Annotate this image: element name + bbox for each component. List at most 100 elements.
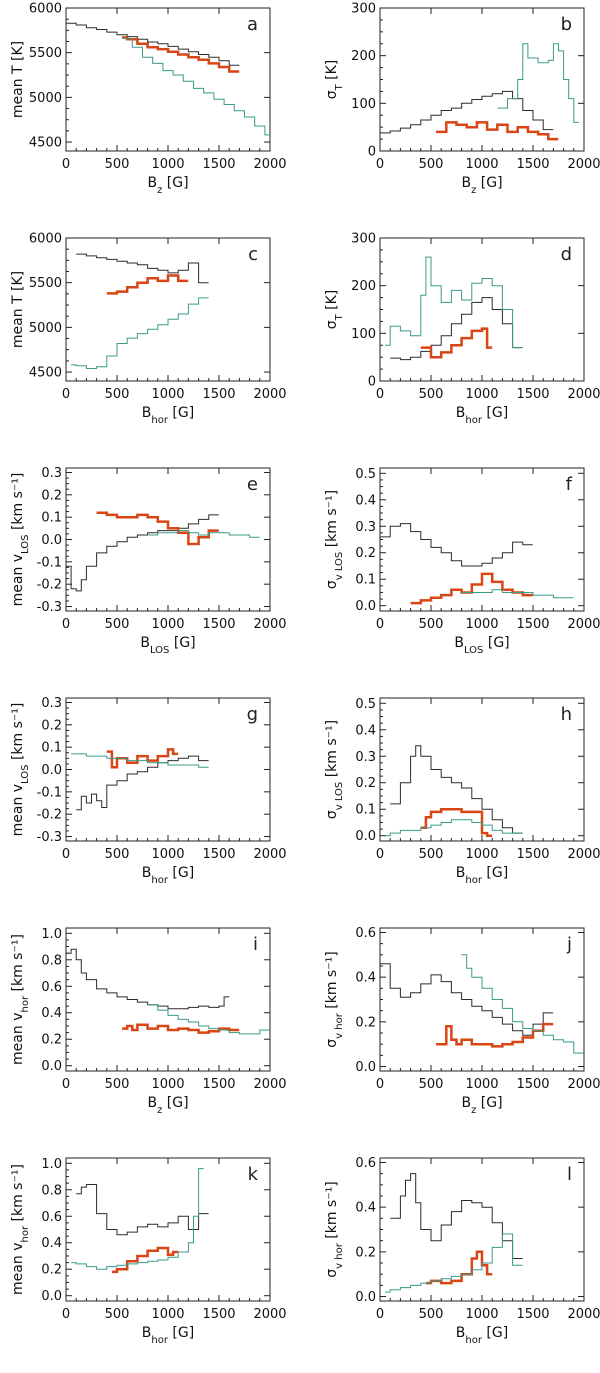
y-tick-label: 0.4 bbox=[41, 1236, 62, 1251]
y-tick-label: 4500 bbox=[29, 136, 62, 151]
y-tick-label: 0.2 bbox=[355, 1245, 376, 1260]
y-tick-label: 0.6 bbox=[355, 1156, 376, 1171]
series-black-line bbox=[66, 22, 240, 66]
y-tick-label: 0.2 bbox=[41, 718, 62, 733]
series-red-line bbox=[122, 1023, 240, 1034]
x-tick-label: 1500 bbox=[516, 387, 549, 402]
x-tick-label: 2000 bbox=[253, 387, 286, 402]
y-axis-label: σv hor [km s⁻¹] bbox=[324, 951, 345, 1047]
y-axis-label: σv LOS [km s⁻¹] bbox=[324, 720, 345, 819]
plot-frame bbox=[379, 7, 585, 152]
x-tick-label: 0 bbox=[376, 1077, 384, 1092]
y-tick-label: 0.2 bbox=[355, 546, 376, 561]
panel-e: 0 500 1000 1500 2000 -0.3 -0.2 -0.1 0.0 0.1 0.2 0.3… bbox=[10, 466, 287, 656]
y-tick-label: 0 bbox=[368, 145, 376, 160]
panel-g: 0 500 1000 1500 2000 -0.3 -0.2 -0.1 0.0 0.1 0.2 0.3… bbox=[10, 696, 287, 886]
x-tick-label: 1000 bbox=[465, 617, 498, 632]
y-axis-label: σv LOS [km s⁻¹] bbox=[324, 490, 345, 589]
y-tick-label: 0.0 bbox=[41, 533, 62, 548]
y-tick-label: 0.6 bbox=[355, 926, 376, 941]
y-tick-label: 0.0 bbox=[355, 829, 376, 844]
panel-letter: i bbox=[253, 934, 258, 955]
panel-letter: c bbox=[248, 244, 258, 265]
x-axis-label: Bz [G] bbox=[147, 175, 188, 196]
x-tick-label: 1500 bbox=[516, 157, 549, 172]
x-tick-label: 1500 bbox=[202, 617, 235, 632]
y-axis-label: σv hor [km s⁻¹] bbox=[324, 1181, 345, 1277]
x-tick-label: 500 bbox=[105, 1077, 130, 1092]
y-tick-label: 0.0 bbox=[41, 1059, 62, 1074]
series-red-line bbox=[106, 748, 179, 769]
y-tick-label: 0.8 bbox=[41, 1183, 62, 1198]
series-red-line bbox=[420, 327, 493, 359]
x-tick-label: 500 bbox=[419, 157, 444, 172]
y-tick-label: 0.0 bbox=[41, 1289, 62, 1304]
y-tick-label: 1.0 bbox=[41, 927, 62, 942]
panel-k: 0 500 1000 1500 2000 0.0 0.2 0.4 0.6 0.8 1.0 k Bhor … bbox=[10, 1157, 287, 1346]
x-tick-label: 500 bbox=[105, 1307, 130, 1322]
plot-frame bbox=[65, 1157, 271, 1302]
x-axis-label: Bhor [G] bbox=[142, 405, 194, 426]
x-tick-label: 2000 bbox=[567, 157, 600, 172]
series-teal-line bbox=[71, 297, 209, 369]
y-tick-label: 0.5 bbox=[355, 697, 376, 712]
y-tick-label: 6000 bbox=[29, 2, 62, 17]
x-axis-label: Bz [G] bbox=[461, 1095, 502, 1116]
y-tick-label: 5000 bbox=[29, 91, 62, 106]
x-tick-label: 500 bbox=[105, 847, 130, 862]
panel-letter: g bbox=[247, 704, 258, 725]
y-axis-label: mean T [K] bbox=[10, 271, 26, 348]
x-tick-label: 0 bbox=[376, 847, 384, 862]
x-tick-label: 0 bbox=[62, 1307, 70, 1322]
x-tick-label: 1000 bbox=[151, 1077, 184, 1092]
x-tick-label: 1000 bbox=[465, 387, 498, 402]
y-tick-label: 0.4 bbox=[41, 1006, 62, 1021]
x-tick-label: 0 bbox=[376, 617, 384, 632]
x-tick-label: 500 bbox=[105, 387, 130, 402]
plot-frame bbox=[65, 927, 271, 1072]
x-tick-label: 0 bbox=[376, 387, 384, 402]
series-black-line bbox=[76, 755, 209, 811]
series-red-line bbox=[410, 572, 533, 605]
panel-a: 0 500 1000 1500 2000 4500 5000 5500 6000 a Bz [G] m… bbox=[10, 2, 287, 196]
x-tick-label: 1000 bbox=[465, 847, 498, 862]
x-tick-label: 2000 bbox=[253, 157, 286, 172]
x-tick-label: 2000 bbox=[567, 847, 600, 862]
y-axis-label: mean vhor [km s⁻¹] bbox=[10, 934, 31, 1065]
x-tick-label: 500 bbox=[419, 847, 444, 862]
y-tick-label: 300 bbox=[351, 2, 376, 17]
x-axis-label: Bz [G] bbox=[147, 1095, 188, 1116]
series-black-line bbox=[390, 297, 523, 361]
y-tick-label: 5000 bbox=[29, 321, 62, 336]
panel-j: 0 500 1000 1500 2000 0.0 0.2 0.4 0.6 j Bz [G] σv ho… bbox=[324, 926, 600, 1116]
series-black-line bbox=[380, 963, 554, 1036]
y-tick-label: 0.2 bbox=[41, 488, 62, 503]
y-axis-label: mean vLOS [km s⁻¹] bbox=[10, 473, 31, 607]
x-tick-label: 2000 bbox=[567, 387, 600, 402]
x-tick-label: 2000 bbox=[567, 617, 600, 632]
x-tick-label: 1000 bbox=[465, 1307, 498, 1322]
x-tick-label: 500 bbox=[419, 1077, 444, 1092]
panel-letter: b bbox=[561, 14, 572, 35]
panel-c: 0 500 1000 1500 2000 4500 5000 5500 6000 c Bhor [G… bbox=[10, 232, 287, 426]
x-axis-label: BLOS [G] bbox=[454, 635, 509, 656]
x-tick-label: 1000 bbox=[151, 1307, 184, 1322]
series-teal-line bbox=[147, 530, 260, 538]
series-black-line bbox=[390, 745, 523, 834]
x-tick-label: 1500 bbox=[202, 387, 235, 402]
x-tick-label: 1500 bbox=[202, 1307, 235, 1322]
x-axis-label: BLOS [G] bbox=[140, 635, 195, 656]
panel-i: 0 500 1000 1500 2000 0.0 0.2 0.4 0.6 0.8 1.0 i Bz [G… bbox=[10, 927, 287, 1116]
x-tick-label: 2000 bbox=[253, 847, 286, 862]
series-black-line bbox=[76, 253, 209, 284]
panel-letter: j bbox=[566, 934, 572, 955]
panel-f: 0 500 1000 1500 2000 0.0 0.1 0.2 0.3 0.4 0.5 f BLOS … bbox=[324, 467, 600, 656]
series-red-line bbox=[122, 36, 240, 73]
plot-frame bbox=[65, 467, 271, 612]
y-tick-label: 0.8 bbox=[41, 953, 62, 968]
y-tick-label: -0.2 bbox=[37, 578, 62, 593]
y-tick-label: 1.0 bbox=[41, 1157, 62, 1172]
y-tick-label: 0.5 bbox=[355, 467, 376, 482]
y-tick-label: 0.4 bbox=[355, 1201, 376, 1216]
panel-letter: h bbox=[561, 704, 572, 725]
